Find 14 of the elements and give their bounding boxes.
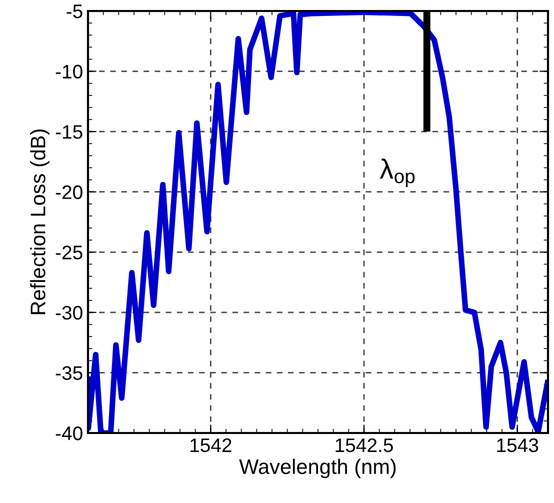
y-axis-title: Reflection Loss (dB) [30, 130, 50, 314]
y-tick-label: -35 [56, 366, 82, 380]
x-tick-label: 1542 [190, 438, 232, 452]
y-tick-label: -30 [56, 306, 82, 320]
y-tick-label: -15 [56, 125, 82, 139]
annotation: λ$_{op}$ [380, 158, 415, 188]
y-tick-label: -5 [66, 4, 82, 18]
x-tick-label: 1542.5 [336, 438, 393, 452]
y-tick-label: -20 [56, 185, 82, 200]
y-tick-label: -25 [56, 246, 82, 260]
x-tick-label: 1543 [497, 438, 538, 452]
y-tick-label: -10 [56, 64, 82, 79]
y-tick-label: -40 [56, 426, 82, 440]
x-axis-title: Wavelength (nm) [239, 458, 396, 478]
